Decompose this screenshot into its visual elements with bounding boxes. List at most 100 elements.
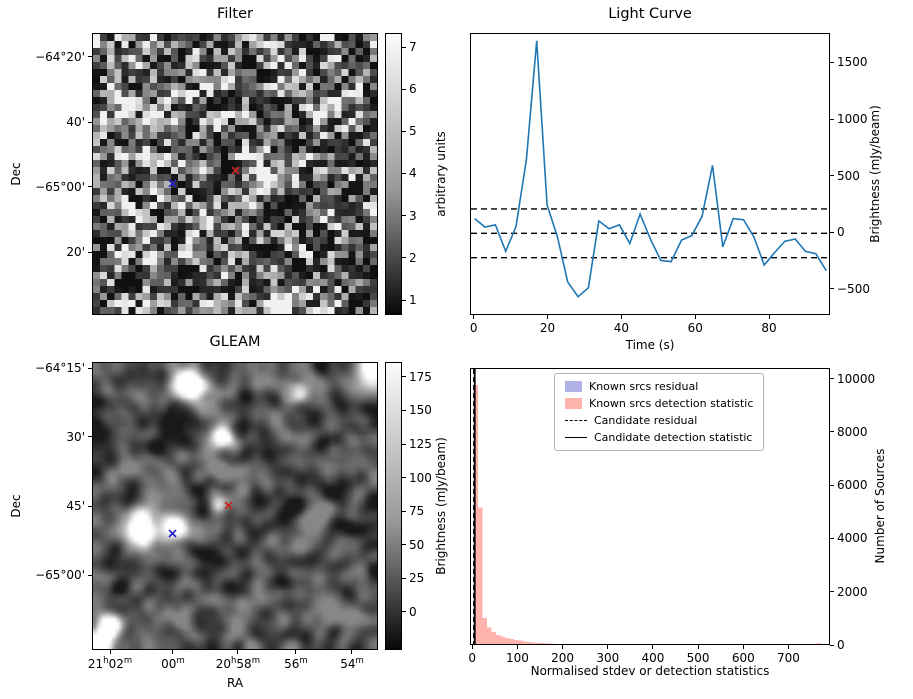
- histogram-xtick-mark: [652, 645, 654, 649]
- gleam-cbar-tick-mark: [402, 577, 406, 579]
- filter-noise-image: [93, 34, 377, 314]
- light-curve-ytick-mark: [830, 288, 834, 290]
- light-curve-ytick: 1000: [837, 112, 868, 127]
- gleam-cbar-tick-mark: [402, 376, 406, 378]
- gleam-xtick: 54m: [340, 656, 364, 671]
- gleam-ytick: 45': [66, 499, 85, 513]
- histogram-xtick-mark: [516, 645, 518, 649]
- legend-item: Known srcs detection statistic: [565, 397, 753, 410]
- gleam-cbar-tick: 150: [409, 403, 432, 418]
- light-curve-xtick: 0: [469, 321, 478, 335]
- histogram-ytick: 6000: [837, 478, 868, 493]
- gleam-xtick-mark: [237, 650, 239, 654]
- histogram-ytick-mark: [830, 537, 834, 539]
- gleam-ytick-mark: [88, 367, 92, 369]
- gleam-ytick: 30': [66, 429, 85, 444]
- histogram-ytick-mark: [830, 644, 834, 646]
- filter-cbar-tick-mark: [402, 88, 406, 90]
- legend-item: Candidate detection statistic: [565, 431, 753, 444]
- filter-marker-candidate-source: [230, 165, 240, 175]
- gleam-colorbar-label: Brightness (mJy/beam): [434, 437, 448, 575]
- histogram-xtick-mark: [471, 645, 473, 649]
- histogram-xtick: 600: [731, 651, 755, 665]
- filter-colorbar-label: arbitrary units: [434, 131, 448, 217]
- filter-cbar-tick: 1: [409, 293, 417, 308]
- filter-ytick-mark: [88, 251, 92, 253]
- gleam-xlabel: RA: [226, 676, 244, 690]
- histogram-xtick: 100: [505, 651, 529, 665]
- light-curve-ytick-mark: [830, 231, 834, 233]
- gleam-xtick-mark: [109, 650, 111, 654]
- filter-ytick: 40': [66, 115, 85, 130]
- histogram-xtick-mark: [607, 645, 609, 649]
- gleam-xtick-mark: [295, 650, 297, 654]
- histogram-ytick-mark: [830, 378, 834, 380]
- light-curve-xtick: 80: [761, 321, 777, 335]
- histogram-ytick: 0: [837, 638, 845, 652]
- histogram-xtick-mark: [787, 645, 789, 649]
- legend-label: Known srcs residual: [589, 380, 699, 393]
- gleam-xtick-mark: [172, 650, 174, 654]
- light-curve-ytick: 1500: [837, 55, 868, 70]
- legend-label: Candidate residual: [594, 414, 698, 427]
- filter-ylabel: Dec: [9, 162, 23, 186]
- gleam-sky-image: [93, 363, 377, 649]
- legend-label: Known srcs detection statistic: [589, 397, 754, 410]
- filter-cbar-tick: 5: [409, 124, 417, 139]
- gleam-ytick-mark: [88, 436, 92, 438]
- filter-cbar-tick-mark: [402, 172, 406, 174]
- gleam-cbar-tick-mark: [402, 477, 406, 479]
- histogram-xtick: 500: [686, 651, 710, 665]
- gleam-cbar-tick: 75: [409, 504, 425, 519]
- light-curve-plot: [470, 33, 830, 315]
- light-curve-xtick-mark: [547, 315, 549, 319]
- histogram-xlabel: Normalised stdev or detection statistics: [530, 664, 770, 678]
- gleam-ytick-mark: [88, 574, 92, 576]
- legend-label: Candidate detection statistic: [594, 431, 753, 444]
- filter-ytick: −64°20': [35, 49, 85, 64]
- histogram-ytick: 4000: [837, 531, 868, 546]
- gleam-xtick: 21h02m: [87, 656, 133, 671]
- histogram-ylabel: Number of Sources: [873, 448, 887, 564]
- gleam-cbar-tick-mark: [402, 510, 406, 512]
- filter-cbar-tick-mark: [402, 215, 406, 217]
- histogram-xtick: 700: [776, 651, 800, 665]
- filter-cbar-tick: 6: [409, 82, 417, 97]
- light-curve-line: [474, 40, 827, 298]
- gleam-image-frame: [92, 362, 378, 650]
- filter-ytick-mark: [88, 186, 92, 188]
- gleam-cbar-tick-mark: [402, 611, 406, 613]
- gleam-marker-candidate-source: [224, 501, 233, 510]
- legend-patch-swatch: [565, 381, 582, 392]
- light-curve-xtick: 40: [613, 321, 630, 335]
- gleam-ytick: −64°15': [35, 361, 85, 376]
- legend-patch-swatch: [565, 398, 582, 409]
- gleam-colorbar: [385, 362, 402, 650]
- light-curve-xtick-mark: [694, 315, 696, 319]
- filter-cbar-tick-mark: [402, 46, 406, 48]
- filter-cbar-tick: 3: [409, 208, 417, 223]
- gleam-cbar-tick-mark: [402, 443, 406, 445]
- histogram-ytick-mark: [830, 591, 834, 593]
- filter-cbar-tick-mark: [402, 130, 406, 132]
- light-curve-ytick: 500: [837, 168, 860, 183]
- filter-cbar-tick: 7: [409, 40, 417, 55]
- light-curve-ytick: 0: [837, 225, 845, 240]
- gleam-cbar-tick: 175: [409, 369, 432, 384]
- gleam-ylabel: Dec: [9, 494, 23, 518]
- gleam-ytick-mark: [88, 505, 92, 507]
- legend-dashed-line-swatch: [565, 420, 587, 421]
- gleam-cbar-tick-mark: [402, 544, 406, 546]
- histogram-xtick-mark: [742, 645, 744, 649]
- gleam-title: GLEAM: [209, 334, 261, 350]
- gleam-cbar-tick-mark: [402, 409, 406, 411]
- filter-cbar-tick: 2: [409, 250, 417, 265]
- light-curve-ylabel: Brightness (mJy/beam): [868, 105, 882, 243]
- light-curve-title: Light Curve: [608, 6, 692, 22]
- light-curve-ytick-mark: [830, 175, 834, 177]
- legend-solid-line-swatch: [565, 437, 587, 438]
- filter-cbar-tick-mark: [402, 299, 406, 301]
- filter-cbar-tick: 4: [409, 166, 417, 181]
- histogram-ytick: 8000: [837, 424, 868, 439]
